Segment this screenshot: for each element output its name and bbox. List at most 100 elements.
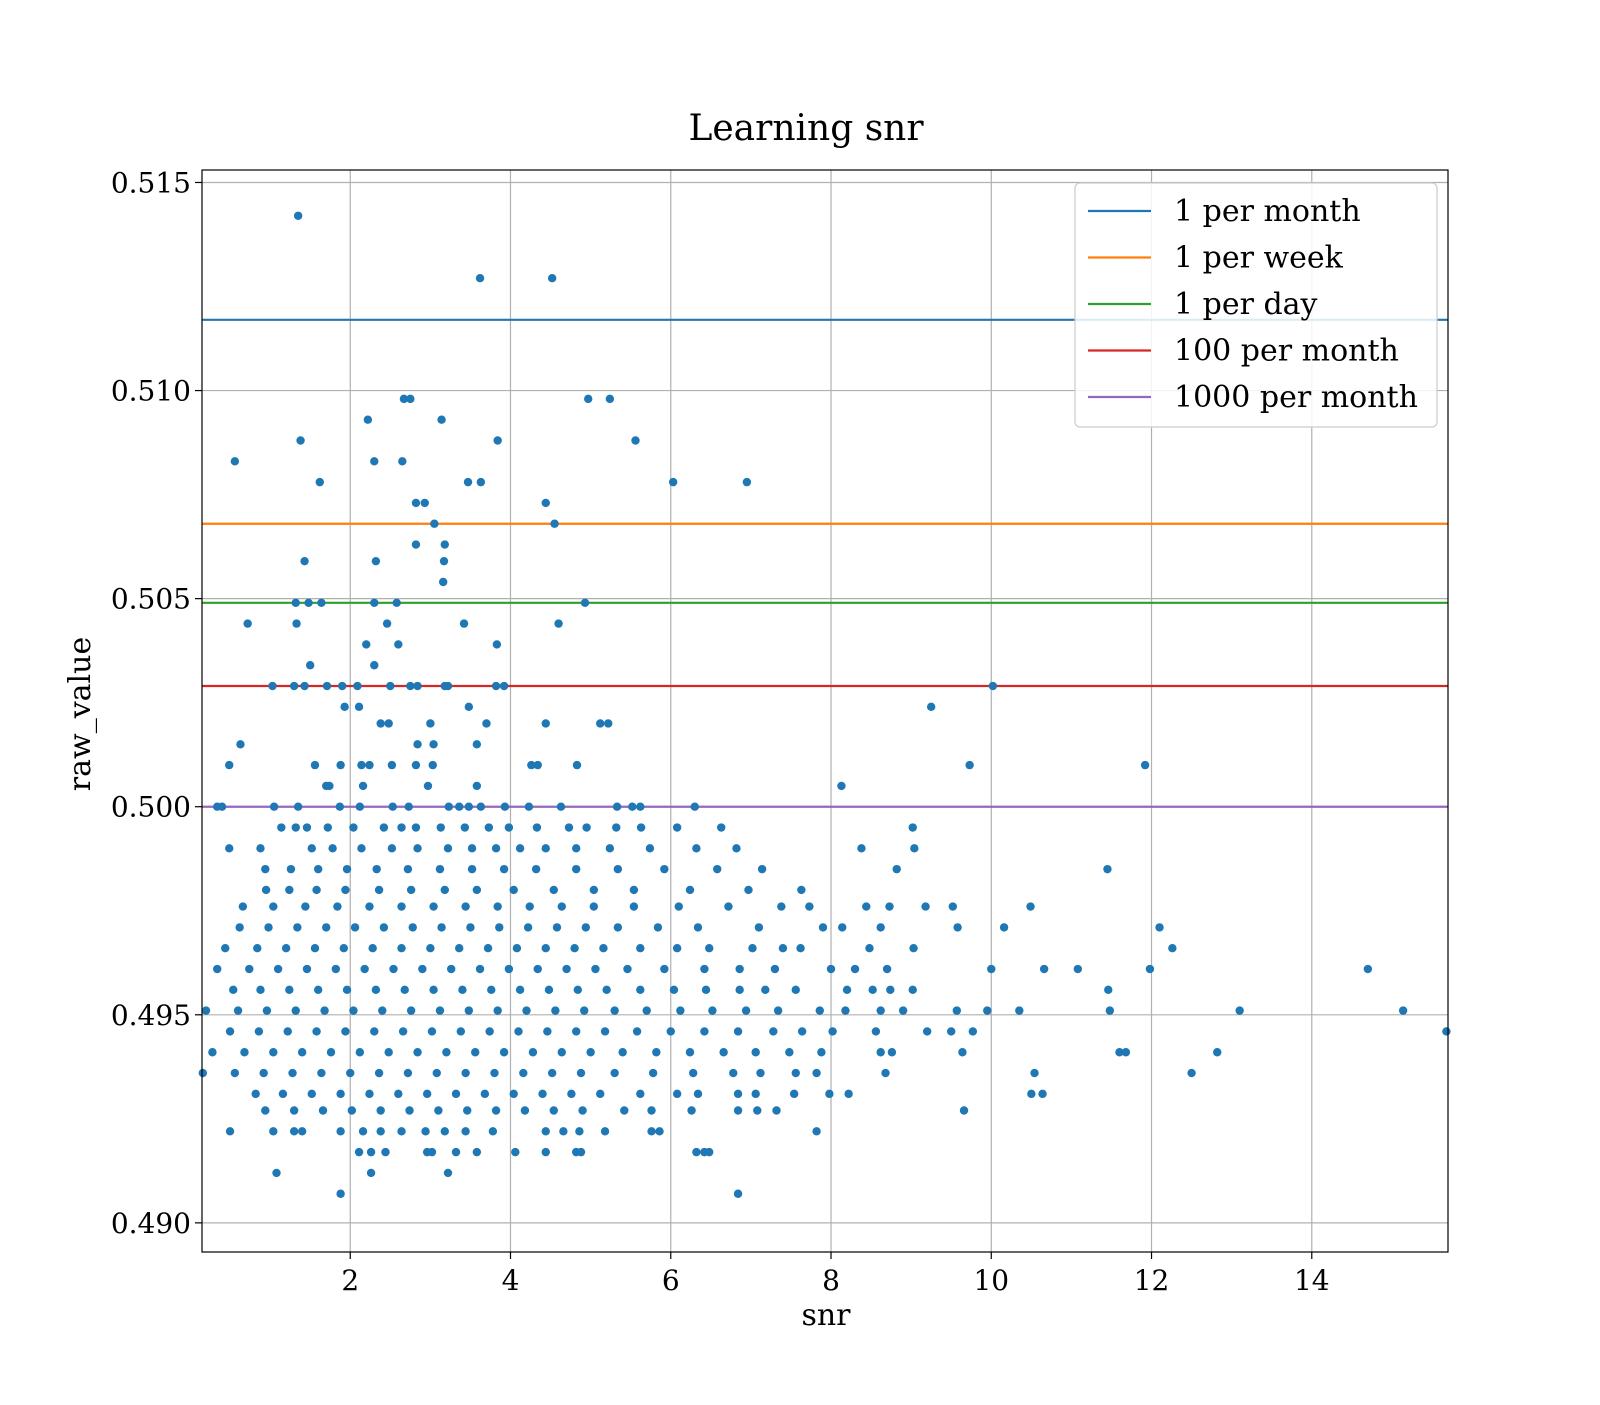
scatter-point	[277, 823, 286, 832]
scatter-point	[544, 985, 554, 995]
scatter-point	[1168, 944, 1177, 953]
scatter-point	[605, 394, 615, 404]
scatter-point	[549, 1106, 558, 1115]
scatter-point	[1398, 1006, 1408, 1015]
scatter-point	[572, 844, 581, 853]
scatter-point	[312, 1027, 321, 1036]
scatter-point	[259, 1068, 268, 1078]
scatter-point	[398, 457, 407, 466]
scatter-point	[300, 681, 309, 691]
scatter-point	[881, 1068, 890, 1078]
scatter-point	[770, 964, 780, 974]
scatter-point	[791, 985, 800, 995]
scatter-point	[442, 1048, 451, 1057]
scatter-point	[443, 1168, 453, 1178]
scatter-point	[471, 1048, 480, 1057]
scatter-point	[549, 885, 558, 895]
scatter-point	[261, 1106, 270, 1115]
scatter-point	[1140, 760, 1150, 770]
scatter-point	[495, 923, 504, 932]
scatter-point	[221, 944, 230, 953]
scatter-point	[360, 964, 369, 974]
scatter-point	[483, 944, 493, 953]
scatter-point	[326, 1048, 336, 1057]
scatter-point	[411, 760, 421, 770]
scatter-point	[413, 740, 422, 749]
y-tick-label: 0.505	[111, 583, 191, 616]
scatter-point	[541, 844, 550, 853]
scatter-point	[492, 640, 502, 649]
scatter-point	[341, 885, 350, 895]
scatter-point	[357, 760, 366, 770]
scatter-point	[948, 902, 958, 911]
scatter-point	[952, 1006, 962, 1015]
scatter-point	[1030, 1068, 1039, 1078]
scatter-point	[443, 844, 453, 853]
scatter-point	[580, 1006, 589, 1015]
scatter-point	[363, 415, 373, 424]
scatter-point	[573, 985, 583, 995]
scatter-point	[397, 944, 406, 953]
scatter-point	[524, 802, 534, 811]
scatter-point	[456, 1027, 466, 1036]
scatter-point	[838, 923, 847, 932]
scatter-point	[632, 1027, 642, 1036]
scatter-point	[302, 964, 312, 974]
scatter-point	[797, 1027, 807, 1036]
scatter-point	[871, 1027, 881, 1036]
scatter-point	[372, 864, 381, 874]
scatter-point	[472, 781, 482, 791]
scatter-point	[522, 1006, 531, 1015]
scatter-point	[374, 1068, 384, 1078]
scatter-point	[525, 902, 534, 911]
scatter-point	[302, 823, 312, 832]
scatter-point	[586, 1048, 595, 1057]
scatter-point	[965, 760, 974, 770]
scatter-point	[988, 681, 998, 691]
scatter-point	[198, 1068, 208, 1078]
scatter-point	[273, 964, 283, 974]
scatter-point	[841, 1006, 850, 1015]
scatter-point	[724, 902, 733, 911]
scatter-point	[596, 1089, 605, 1099]
scatter-point	[434, 1106, 443, 1115]
scatter-point	[660, 864, 669, 874]
scatter-point	[438, 577, 448, 587]
scatter-point	[443, 681, 453, 691]
scatter-point	[354, 702, 364, 712]
scatter-point	[1121, 1048, 1131, 1057]
scatter-point	[346, 1068, 355, 1078]
scatter-point	[406, 681, 415, 691]
scatter-point	[347, 1106, 357, 1115]
scatter-point	[493, 1006, 502, 1015]
scatter-point	[652, 1048, 661, 1057]
scatter-point	[313, 864, 323, 874]
scatter-point	[926, 702, 936, 712]
scatter-point	[1187, 1068, 1196, 1078]
scatter-point	[313, 985, 323, 995]
scatter-point	[461, 902, 470, 911]
scatter-point	[959, 1106, 969, 1115]
scatter-point	[394, 640, 403, 649]
scatter-point	[318, 1106, 328, 1115]
scatter-point	[842, 985, 852, 995]
scatter-point	[406, 394, 415, 404]
scatter-point	[307, 1089, 316, 1099]
scatter-point	[269, 1048, 278, 1057]
scatter-point	[922, 1027, 932, 1036]
scatter-point	[418, 964, 427, 974]
legend-label: 100 per month	[1174, 334, 1399, 369]
scatter-point	[550, 519, 559, 528]
scatter-point	[484, 823, 494, 832]
x-tick-label: 4	[502, 1264, 520, 1297]
scatter-point	[719, 1048, 728, 1057]
scatter-point	[817, 1048, 826, 1057]
scatter-point	[701, 985, 711, 995]
scatter-point	[256, 985, 265, 995]
scatter-point	[554, 619, 563, 628]
scatter-point	[376, 719, 385, 728]
scatter-point	[389, 964, 398, 974]
scatter-point	[629, 902, 639, 911]
scatter-point	[480, 1089, 490, 1099]
scatter-point	[636, 1089, 645, 1099]
